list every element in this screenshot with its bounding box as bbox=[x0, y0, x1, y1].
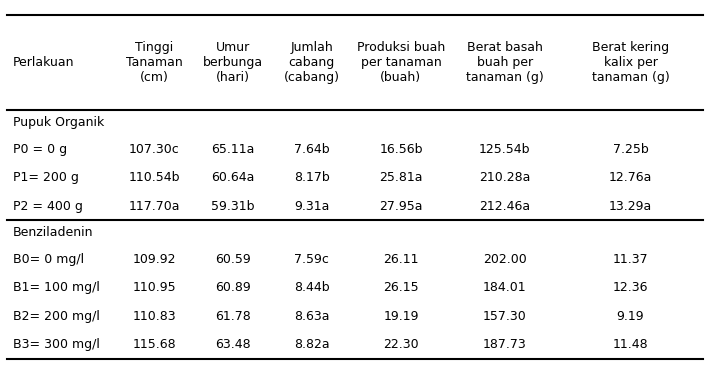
Text: P0 = 0 g: P0 = 0 g bbox=[13, 143, 67, 156]
Text: 8.82a: 8.82a bbox=[294, 338, 329, 351]
Text: P2 = 400 g: P2 = 400 g bbox=[13, 200, 82, 212]
Text: Perlakuan: Perlakuan bbox=[13, 56, 74, 69]
Text: 157.30: 157.30 bbox=[483, 310, 527, 323]
Text: B0= 0 mg/l: B0= 0 mg/l bbox=[13, 253, 84, 266]
Text: B3= 300 mg/l: B3= 300 mg/l bbox=[13, 338, 99, 351]
Text: 187.73: 187.73 bbox=[483, 338, 527, 351]
Text: 184.01: 184.01 bbox=[483, 282, 526, 294]
Text: 109.92: 109.92 bbox=[133, 253, 176, 266]
Text: 8.17b: 8.17b bbox=[294, 171, 329, 184]
Text: Pupuk Organik: Pupuk Organik bbox=[13, 116, 104, 129]
Text: 8.63a: 8.63a bbox=[294, 310, 329, 323]
Text: Berat kering
kalix per
tanaman (g): Berat kering kalix per tanaman (g) bbox=[591, 41, 670, 84]
Text: 110.83: 110.83 bbox=[133, 310, 176, 323]
Text: 25.81a: 25.81a bbox=[379, 171, 422, 184]
Text: 26.11: 26.11 bbox=[383, 253, 419, 266]
Text: 59.31b: 59.31b bbox=[211, 200, 255, 212]
Text: 12.36: 12.36 bbox=[613, 282, 648, 294]
Text: 117.70a: 117.70a bbox=[129, 200, 180, 212]
Text: 22.30: 22.30 bbox=[383, 338, 419, 351]
Text: 11.48: 11.48 bbox=[613, 338, 648, 351]
Text: 65.11a: 65.11a bbox=[211, 143, 255, 156]
Text: 27.95a: 27.95a bbox=[379, 200, 422, 212]
Text: 11.37: 11.37 bbox=[613, 253, 648, 266]
Text: 7.25b: 7.25b bbox=[613, 143, 648, 156]
Text: Benziladenin: Benziladenin bbox=[13, 226, 93, 239]
Text: 61.78: 61.78 bbox=[215, 310, 251, 323]
Text: 9.19: 9.19 bbox=[617, 310, 645, 323]
Text: 60.59: 60.59 bbox=[215, 253, 251, 266]
Text: Berat basah
buah per
tanaman (g): Berat basah buah per tanaman (g) bbox=[466, 41, 543, 84]
Text: 212.46a: 212.46a bbox=[479, 200, 530, 212]
Text: B1= 100 mg/l: B1= 100 mg/l bbox=[13, 282, 99, 294]
Text: 60.89: 60.89 bbox=[215, 282, 251, 294]
Text: Tinggi
Tanaman
(cm): Tinggi Tanaman (cm) bbox=[126, 41, 182, 84]
Text: 110.95: 110.95 bbox=[133, 282, 176, 294]
Text: 7.64b: 7.64b bbox=[294, 143, 329, 156]
Text: 26.15: 26.15 bbox=[383, 282, 419, 294]
Text: 115.68: 115.68 bbox=[133, 338, 176, 351]
Text: 9.31a: 9.31a bbox=[294, 200, 329, 212]
Text: 7.59c: 7.59c bbox=[294, 253, 329, 266]
Text: 19.19: 19.19 bbox=[383, 310, 419, 323]
Text: 210.28a: 210.28a bbox=[479, 171, 530, 184]
Text: 202.00: 202.00 bbox=[483, 253, 527, 266]
Text: 107.30c: 107.30c bbox=[129, 143, 180, 156]
Text: B2= 200 mg/l: B2= 200 mg/l bbox=[13, 310, 99, 323]
Text: 125.54b: 125.54b bbox=[479, 143, 530, 156]
Text: 63.48: 63.48 bbox=[215, 338, 251, 351]
Text: 60.64a: 60.64a bbox=[211, 171, 255, 184]
Text: Produksi buah
per tanaman
(buah): Produksi buah per tanaman (buah) bbox=[357, 41, 445, 84]
Text: 12.76a: 12.76a bbox=[609, 171, 652, 184]
Text: Jumlah
cabang
(cabang): Jumlah cabang (cabang) bbox=[283, 41, 339, 84]
Text: P1= 200 g: P1= 200 g bbox=[13, 171, 79, 184]
Text: 16.56b: 16.56b bbox=[379, 143, 422, 156]
Text: 110.54b: 110.54b bbox=[129, 171, 180, 184]
Text: 8.44b: 8.44b bbox=[294, 282, 329, 294]
Text: Umur
berbunga
(hari): Umur berbunga (hari) bbox=[203, 41, 263, 84]
Text: 13.29a: 13.29a bbox=[609, 200, 652, 212]
